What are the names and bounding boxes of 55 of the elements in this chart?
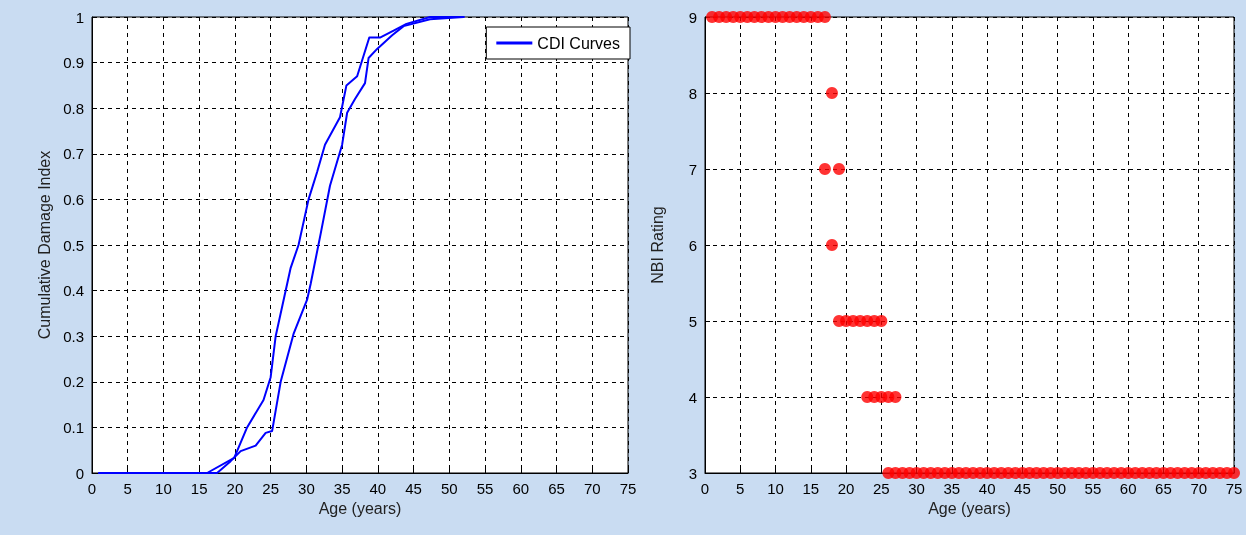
x-tick-label: 55 (1084, 480, 1102, 497)
y-axis-title: Cumulative Damage Index (35, 150, 53, 340)
y-tick-label: 0.4 (63, 282, 84, 300)
x-tick-label: 70 (1190, 480, 1208, 497)
y-tick-label: 0.3 (63, 327, 84, 345)
x-tick-label: 40 (369, 480, 387, 497)
x-axis-title: Age (years) (318, 500, 402, 518)
x-tick-label: 0 (87, 480, 97, 497)
x-tick-label: 20 (837, 480, 855, 497)
x-tick-label: 65 (548, 480, 565, 497)
y-tick-label: 1 (75, 8, 84, 26)
x-tick-label: 65 (1155, 480, 1172, 497)
x-tick-label: 25 (262, 480, 280, 497)
y-tick-label: 6 (688, 236, 697, 254)
x-axis-title: Age (years) (928, 500, 1011, 518)
y-tick-label: 9 (688, 8, 697, 26)
x-tick-label: 40 (978, 480, 996, 497)
y-tick-label: 8 (688, 84, 697, 102)
y-tick-label: 0.9 (63, 54, 84, 72)
x-tick-label: 35 (943, 480, 961, 497)
x-tick-label: 75 (619, 480, 637, 497)
y-tick-label: 5 (688, 312, 697, 330)
y-tick-label: 0.6 (63, 190, 84, 208)
x-tick-label: 20 (226, 480, 244, 497)
y-tick-label: 4 (688, 388, 697, 406)
y-axis-title: NBI Rating (648, 206, 666, 284)
x-tick-label: 45 (1014, 480, 1031, 497)
x-tick-label: 50 (440, 480, 458, 497)
x-tick-label: 10 (155, 480, 172, 497)
x-tick-label: 5 (736, 480, 745, 497)
x-tick-label: 50 (1049, 480, 1067, 497)
x-tick-label: 35 (333, 480, 351, 497)
x-tick-label: 75 (1225, 480, 1243, 497)
x-tick-label: 30 (908, 480, 925, 497)
x-tick-label: 45 (405, 480, 422, 497)
y-tick-label: 0.7 (63, 145, 84, 163)
x-tick-label: 60 (1119, 480, 1137, 497)
x-tick-label: 15 (190, 480, 208, 497)
y-tick-label: 0.1 (63, 418, 84, 436)
x-tick-label: 0 (700, 480, 710, 497)
x-tick-label: 25 (872, 480, 890, 497)
x-tick-label: 70 (583, 480, 601, 497)
x-tick-label: 5 (123, 480, 132, 497)
x-tick-label: 30 (298, 480, 315, 497)
y-tick-label: 0.8 (63, 99, 84, 117)
legend-label: CDI Curves (537, 34, 621, 52)
y-tick-label: 0.5 (63, 236, 84, 254)
x-tick-label: 60 (512, 480, 530, 497)
y-tick-label: 3 (688, 464, 697, 482)
y-tick-label: 7 (688, 160, 697, 178)
y-tick-label: 0.2 (63, 373, 84, 391)
x-tick-label: 55 (476, 480, 494, 497)
x-tick-label: 15 (802, 480, 820, 497)
x-tick-label: 10 (767, 480, 784, 497)
y-tick-label: 0 (75, 464, 84, 482)
